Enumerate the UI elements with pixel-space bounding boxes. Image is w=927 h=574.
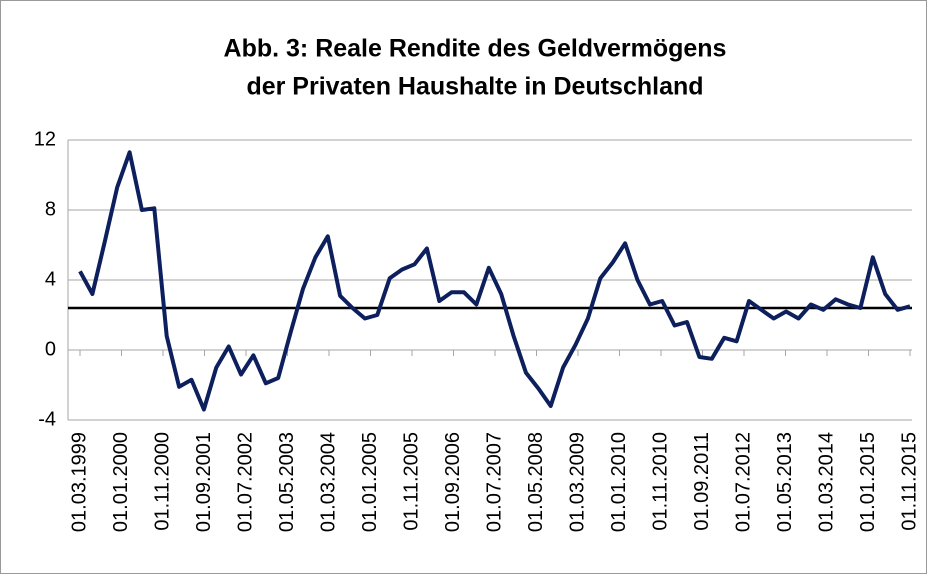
- y-tick-label: 8: [45, 198, 56, 220]
- x-tick-label: 01.03.2004: [317, 432, 339, 532]
- y-tick-label: 4: [45, 268, 56, 290]
- x-tick-label: 01.07.2002: [234, 432, 256, 532]
- x-tick-label: 01.11.2000: [151, 432, 173, 531]
- x-tick-label: 01.09.2011: [691, 432, 713, 531]
- x-tick-label: 01.03.2014: [815, 432, 837, 532]
- chart-title: der Privaten Haushalte in Deutschland: [246, 73, 703, 101]
- x-tick-label: 01.05.2008: [525, 432, 547, 532]
- x-tick-label: 01.01.2010: [608, 432, 630, 532]
- x-tick-label: 01.11.2010: [649, 432, 671, 531]
- data-line: [78, 150, 911, 412]
- y-tick-label: -4: [38, 408, 56, 430]
- chart-title: Abb. 3: Reale Rendite des Geldvermögens: [224, 35, 727, 63]
- x-tick-label: 01.05.2003: [276, 432, 298, 532]
- x-tick-label: 01.09.2006: [442, 432, 464, 532]
- x-tick-label: 01.09.2001: [193, 432, 215, 532]
- x-tick-label: 01.07.2012: [732, 432, 754, 532]
- x-tick-label: 01.01.2005: [359, 432, 381, 532]
- y-tick-label: 12: [34, 128, 56, 150]
- x-tick-label: 01.03.2009: [566, 432, 588, 532]
- x-tick-label: 01.01.2000: [110, 432, 132, 532]
- x-tick-label: 01.05.2013: [774, 432, 796, 532]
- x-tick-label: 01.03.1999: [68, 432, 90, 532]
- y-tick-label: 0: [45, 338, 56, 360]
- x-tick-label: 01.11.2015: [898, 432, 920, 531]
- x-tick-label: 01.11.2005: [400, 432, 422, 531]
- x-tick-label: 01.01.2015: [857, 432, 879, 532]
- x-tick-label: 01.07.2007: [483, 432, 505, 532]
